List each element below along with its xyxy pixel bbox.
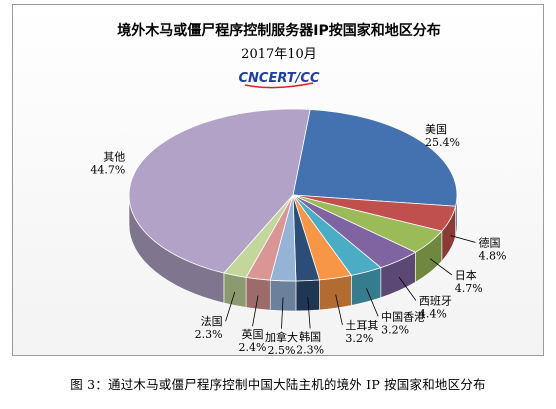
slice-name-10: 其他 xyxy=(103,150,125,163)
chart-title: 境外木马或僵尸程序控制服务器IP按国家和地区分布 xyxy=(117,22,440,39)
slice-percent-7: 2.5% xyxy=(267,344,295,357)
slice-percent-1: 4.8% xyxy=(478,249,506,262)
slice-percent-4: 3.2% xyxy=(381,323,409,336)
slice-name-3: 西班牙 xyxy=(419,295,452,308)
leader-line-2 xyxy=(429,258,453,276)
slice-percent-9: 2.3% xyxy=(195,328,223,341)
chart-frame: 境外木马或僵尸程序控制服务器IP按国家和地区分布 2017年10月 CNCERT… xyxy=(12,4,544,357)
leader-line-1 xyxy=(450,235,476,243)
slice-percent-5: 3.2% xyxy=(345,332,373,345)
slice-percent-6: 2.3% xyxy=(296,344,324,357)
pie-side-6 xyxy=(295,279,320,312)
slice-name-0: 美国 xyxy=(425,123,447,136)
pie-slice-0 xyxy=(292,109,458,207)
slice-percent-10: 44.7% xyxy=(90,163,125,176)
pie-side-9 xyxy=(223,272,247,308)
leader-line-5 xyxy=(335,294,343,325)
figure-caption: 图 3：通过木马或僵尸程序控制中国大陆主机的境外 IP 按国家和地区分布 xyxy=(70,377,486,392)
pie-chart: 境外木马或僵尸程序控制服务器IP按国家和地区分布 2017年10月 CNCERT… xyxy=(90,22,506,357)
leader-line-3 xyxy=(398,276,417,301)
pie-slices xyxy=(128,108,458,312)
slice-name-4: 中国香港 xyxy=(381,310,425,323)
chart-subtitle: 2017年10月 xyxy=(241,47,317,62)
pie-slice-10 xyxy=(128,108,311,274)
leader-line-6 xyxy=(307,297,311,329)
slice-label-6: 韩国2.3% xyxy=(296,330,324,357)
slice-name-5: 土耳其 xyxy=(345,319,378,332)
logo-swoosh xyxy=(244,82,314,89)
slice-name-6: 韩国 xyxy=(299,330,321,344)
slice-percent-0: 25.4% xyxy=(425,136,460,149)
leader-line-4 xyxy=(366,288,379,317)
slice-name-7: 加拿大 xyxy=(265,330,298,344)
cncert-logo: CNCERT/CC xyxy=(239,71,320,89)
leader-line-7 xyxy=(281,297,284,329)
slice-label-1: 德国4.8% xyxy=(478,235,506,262)
leader-line-8 xyxy=(252,295,259,327)
slice-percent-2: 4.7% xyxy=(455,282,483,295)
pie-side-8 xyxy=(245,277,271,311)
slice-label-9: 法国2.3% xyxy=(195,314,223,341)
slice-percent-3: 4.4% xyxy=(419,308,447,321)
slice-name-9: 法国 xyxy=(201,314,223,328)
slice-label-2: 日本4.7% xyxy=(455,268,483,295)
slice-labels: 美国25.4%德国4.8%日本4.7%西班牙4.4%中国香港3.2%土耳其3.2… xyxy=(90,123,506,357)
pie-side-5 xyxy=(319,275,352,311)
pie-side-walls xyxy=(128,194,458,312)
logo-text: CNCERT/CC xyxy=(239,71,320,86)
leader-line-9 xyxy=(225,291,236,322)
slice-label-8: 英国2.4% xyxy=(239,327,267,354)
slice-name-8: 英国 xyxy=(242,327,264,341)
slice-name-1: 德国 xyxy=(478,235,500,249)
slice-name-2: 日本 xyxy=(455,268,477,282)
slice-percent-8: 2.4% xyxy=(239,341,267,354)
pie-side-7 xyxy=(269,279,297,312)
